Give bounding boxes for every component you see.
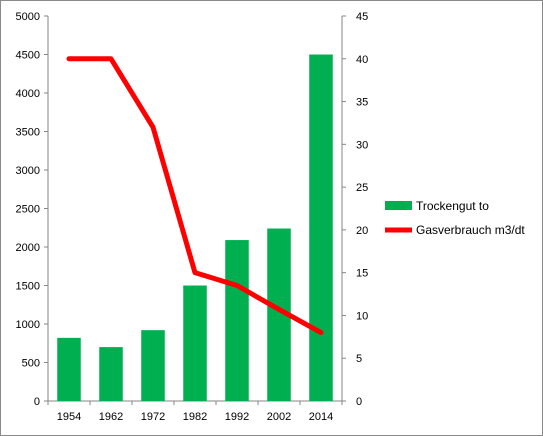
left-tick-label: 4000 [16,88,40,100]
left-tick-label: 3000 [16,165,40,177]
right-tick-label: 5 [356,353,362,365]
right-tick-label: 15 [356,268,368,280]
x-tick-label: 1972 [141,411,165,423]
x-tick-label: 1982 [183,411,207,423]
line-series [66,56,324,336]
right-tick-label: 45 [356,11,368,23]
x-tick-label: 1954 [57,411,81,423]
legend-label-line: Gasverbrauch m3/dt [416,223,525,237]
bar-1992 [225,240,249,401]
bar-1962 [99,347,123,401]
left-tick-label: 1000 [16,319,40,331]
right-tick-label: 0 [356,396,362,408]
bar-1954 [57,337,81,401]
right-tick-label: 40 [356,54,368,66]
left-tick-label: 3500 [16,127,40,139]
axes [44,15,346,405]
right-tick-label: 35 [356,97,368,109]
left-tick-label: 500 [22,358,40,370]
x-tick-label: 2002 [267,411,291,423]
x-tick-label: 1992 [225,411,249,423]
right-tick-label: 10 [356,310,368,322]
bar-1972 [141,330,165,401]
bar-2002 [267,228,291,401]
bar-2014 [309,54,333,401]
tick-labels: 0 500 1000 1500 2000 2500 3000 3500 4000 4500 5000… [16,11,369,423]
right-tick-label: 20 [356,225,368,237]
left-tick-label: 2000 [16,242,40,254]
left-tick-label: 0 [34,396,40,408]
legend-swatch-bars [385,201,412,210]
bar-series [57,54,333,401]
left-tick-label: 4500 [16,50,40,62]
bar-1982 [183,285,207,401]
legend: Trockengut to Gasverbrauch m3/dt [385,199,525,237]
left-tick-label: 1500 [16,281,40,293]
right-tick-label: 30 [356,139,368,151]
legend-label-bars: Trockengut to [416,199,489,213]
left-tick-label: 5000 [16,11,40,23]
x-tick-label: 1962 [99,411,123,423]
right-tick-label: 25 [356,182,368,194]
left-tick-label: 2500 [16,204,40,216]
x-tick-label: 2014 [309,411,333,423]
